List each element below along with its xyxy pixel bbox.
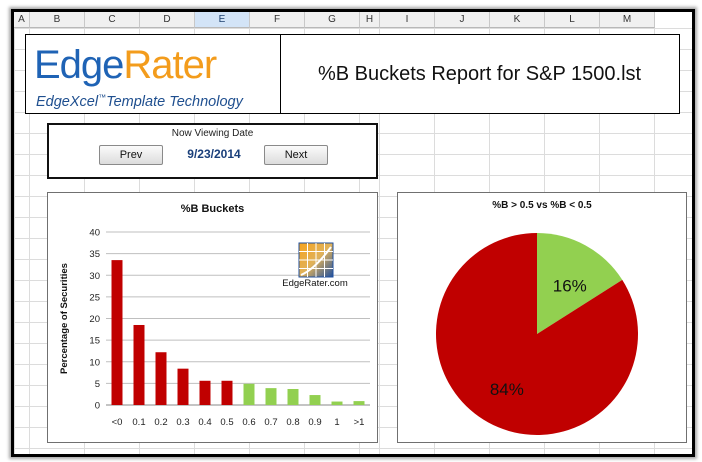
column-header-j[interactable]: J — [435, 12, 490, 28]
x-tick-label: >1 — [354, 417, 365, 428]
logo-tagline: EdgeXcel™Template Technology — [36, 93, 243, 110]
column-header-f[interactable]: F — [250, 12, 305, 28]
x-tick-label: 0.7 — [264, 417, 277, 428]
grid-column-line — [29, 28, 30, 454]
x-tick-label: 0.9 — [308, 417, 321, 428]
bar-10 — [331, 401, 343, 405]
pie-slice-1 — [436, 233, 638, 435]
y-tick-label: 35 — [89, 249, 100, 260]
report-title: %B Buckets Report for S&P 1500.lst — [317, 62, 642, 85]
column-header-l[interactable]: L — [545, 12, 600, 28]
column-header-k[interactable]: K — [490, 12, 545, 28]
x-tick-label: 0.1 — [132, 417, 145, 428]
buckets-bar-chart: %B Buckets 0 5 10 15 20 25 30 35 40 Percentage of… — [47, 192, 378, 443]
x-tick-label: 0.4 — [198, 417, 211, 428]
x-tick-label: 0.5 — [220, 417, 233, 428]
watermark-text: EdgeRater.com — [282, 278, 348, 289]
bar-7 — [265, 388, 277, 405]
bar-1 — [133, 324, 145, 405]
bar-4 — [199, 380, 211, 405]
column-header-c[interactable]: C — [85, 12, 140, 28]
pie-chart-title: %B > 0.5 vs %B < 0.5 — [492, 200, 592, 211]
column-header-m[interactable]: M — [600, 12, 655, 28]
bar-5 — [221, 380, 233, 405]
bar-0 — [111, 260, 123, 405]
y-tick-label: 0 — [95, 401, 100, 412]
y-tick-label: 25 — [89, 292, 100, 303]
y-tick-label: 15 — [89, 336, 100, 347]
pie-slice-label: 84% — [490, 380, 524, 399]
column-header-i[interactable]: I — [380, 12, 435, 28]
bar-6 — [243, 383, 255, 405]
x-tick-label: 0.3 — [176, 417, 189, 428]
bar-chart-svg: 0 5 10 15 20 25 30 35 40 Percentage of Securities… — [59, 228, 370, 428]
bar-11 — [353, 401, 365, 405]
y-tick-label: 10 — [89, 357, 100, 368]
edgerater-logo: EdgeRater EdgeXcel™Template Technology — [26, 35, 281, 113]
bar-8 — [287, 388, 299, 405]
x-tick-label: <0 — [112, 417, 123, 428]
column-header-h[interactable]: H — [360, 12, 380, 28]
viewing-date: 9/23/2014 — [187, 147, 241, 161]
column-header-g[interactable]: G — [305, 12, 360, 28]
y-tick-label: 30 — [89, 271, 100, 282]
column-header-d[interactable]: D — [140, 12, 195, 28]
x-tick-label: 1 — [334, 417, 339, 428]
next-button[interactable]: Next — [264, 145, 328, 165]
column-header-b[interactable]: B — [30, 12, 85, 28]
pie-chart-svg: 16% 84% — [436, 233, 638, 435]
x-tick-label: 0.2 — [154, 417, 167, 428]
x-tick-label: 0.8 — [286, 417, 299, 428]
date-navigator: Now Viewing Date Prev 9/23/2014 Next — [47, 123, 378, 179]
bar-2 — [155, 352, 167, 405]
pie-slice-label: 16% — [553, 276, 587, 295]
logo-wordmark: EdgeRater — [34, 43, 217, 87]
edgerater-watermark-icon — [298, 242, 334, 278]
bar-3 — [177, 368, 189, 405]
y-axis-label: Percentage of Securities — [59, 263, 70, 374]
column-header-e[interactable]: E — [195, 12, 250, 28]
y-tick-label: 20 — [89, 314, 100, 325]
pie-chart: %B > 0.5 vs %B < 0.5 16% 84% — [397, 192, 687, 443]
column-header-a[interactable]: A — [14, 12, 30, 28]
x-tick-label: 0.6 — [242, 417, 255, 428]
pie-slice-0 — [537, 233, 623, 334]
prev-button[interactable]: Prev — [99, 145, 163, 165]
bar-chart-title: %B Buckets — [180, 203, 245, 215]
grid-column-line — [379, 28, 380, 454]
now-viewing-label: Now Viewing Date — [171, 128, 254, 139]
y-tick-label: 40 — [89, 228, 100, 239]
y-tick-label: 5 — [95, 379, 100, 390]
report-header: EdgeRater EdgeXcel™Template Technology %… — [25, 34, 680, 114]
bar-9 — [309, 395, 321, 405]
